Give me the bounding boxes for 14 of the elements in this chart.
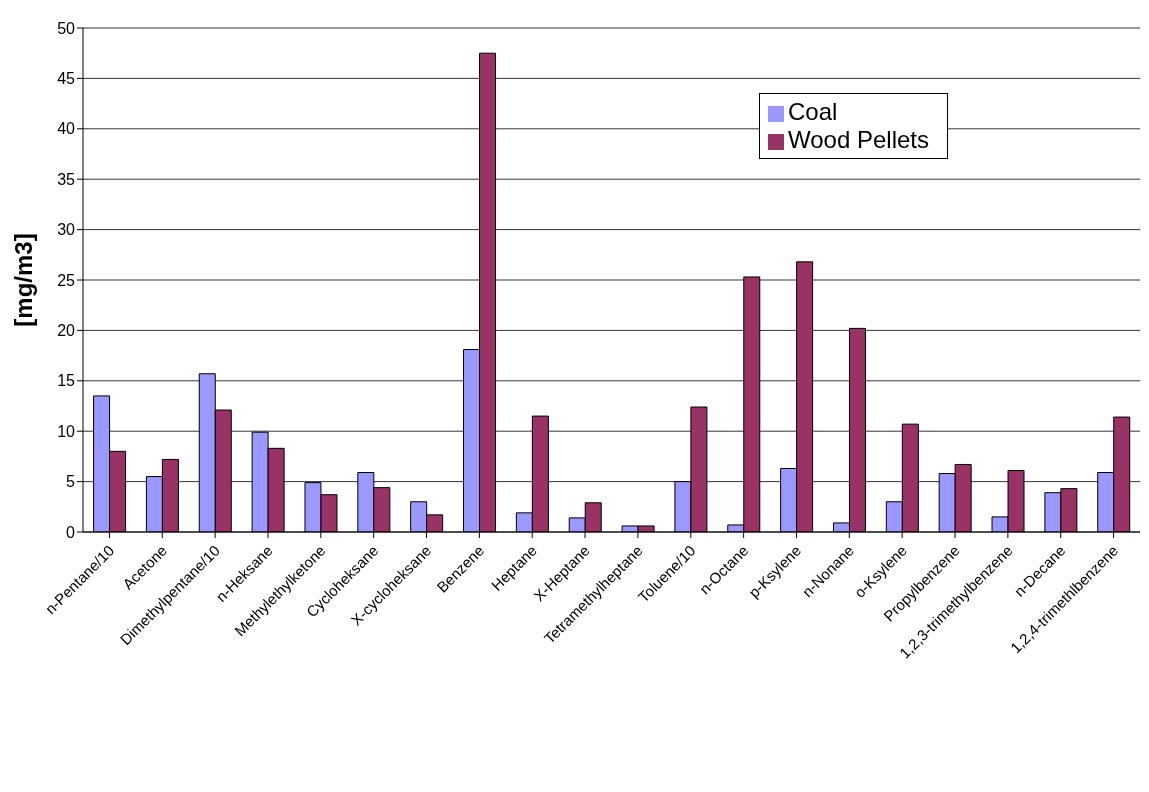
legend-label: Coal bbox=[788, 98, 838, 125]
y-tick-label: 15 bbox=[57, 372, 76, 390]
y-tick-label: 45 bbox=[57, 70, 76, 88]
y-tick-label: 50 bbox=[57, 19, 76, 37]
y-tick-label: 20 bbox=[57, 322, 76, 340]
y-tick-label: 5 bbox=[66, 473, 76, 491]
y-axis-title: [mg/m3] bbox=[9, 233, 37, 327]
y-tick-label: 10 bbox=[57, 422, 76, 440]
y-tick-label: 25 bbox=[57, 271, 76, 289]
y-tick-label: 40 bbox=[57, 120, 76, 138]
legend-label: Wood Pellets bbox=[788, 126, 929, 153]
y-tick-label: 30 bbox=[57, 221, 76, 239]
y-tick-label: 35 bbox=[57, 170, 76, 188]
y-tick-label: 0 bbox=[66, 523, 76, 541]
